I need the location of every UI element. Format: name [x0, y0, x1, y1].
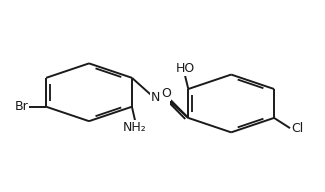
Text: NH: NH [151, 91, 169, 104]
Text: Cl: Cl [292, 122, 304, 135]
Text: HO: HO [176, 62, 195, 75]
Text: Br: Br [15, 100, 29, 113]
Text: NH₂: NH₂ [123, 121, 147, 134]
Text: O: O [161, 87, 171, 100]
